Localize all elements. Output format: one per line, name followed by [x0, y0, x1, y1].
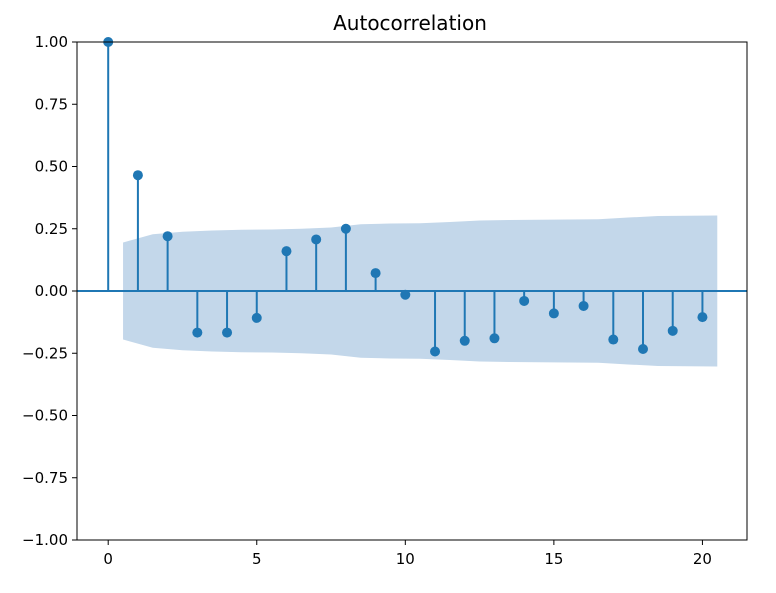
x-tick-label: 20 [693, 550, 712, 568]
stem-marker [162, 231, 173, 242]
stem-marker [697, 312, 708, 323]
stem-marker [370, 268, 381, 279]
stem-marker [519, 295, 530, 306]
x-tick-label: 10 [396, 550, 415, 568]
stem-marker [340, 223, 351, 234]
y-tick-label: 0.50 [35, 158, 68, 176]
stem-marker [548, 308, 559, 319]
y-tick-label: 1.00 [35, 33, 68, 51]
y-tick-label: 0.75 [35, 95, 68, 113]
stem-marker [667, 325, 678, 336]
stem-marker [578, 300, 589, 311]
y-tick-label: 0.25 [35, 220, 68, 238]
x-tick-label: 0 [103, 550, 113, 568]
stem-marker [638, 344, 649, 355]
stem-marker [400, 289, 411, 300]
x-tick-label: 15 [544, 550, 563, 568]
stem-marker [489, 333, 500, 344]
stem-marker [608, 334, 619, 345]
stem-marker [430, 346, 441, 357]
y-tick-label: 0.00 [35, 282, 68, 300]
stem-marker [132, 170, 143, 181]
stem-marker [222, 327, 233, 338]
stem-marker [192, 327, 203, 338]
stem-marker [311, 234, 322, 245]
x-tick-label: 5 [252, 550, 262, 568]
chart-title: Autocorrelation [333, 11, 487, 35]
stem-layer [103, 37, 708, 357]
stem-marker [281, 246, 292, 257]
stem-marker [459, 335, 470, 346]
y-tick-label: −1.00 [22, 531, 68, 549]
y-tick-label: −0.75 [22, 469, 68, 487]
y-tick-label: −0.25 [22, 344, 68, 362]
axes-layer: 1.00 0.75 0.50 0.25 0.00 −0.25 −0.50 −0.75 −1.00… [22, 33, 748, 568]
stem-marker [251, 312, 262, 323]
y-tick-label: −0.50 [22, 407, 68, 425]
